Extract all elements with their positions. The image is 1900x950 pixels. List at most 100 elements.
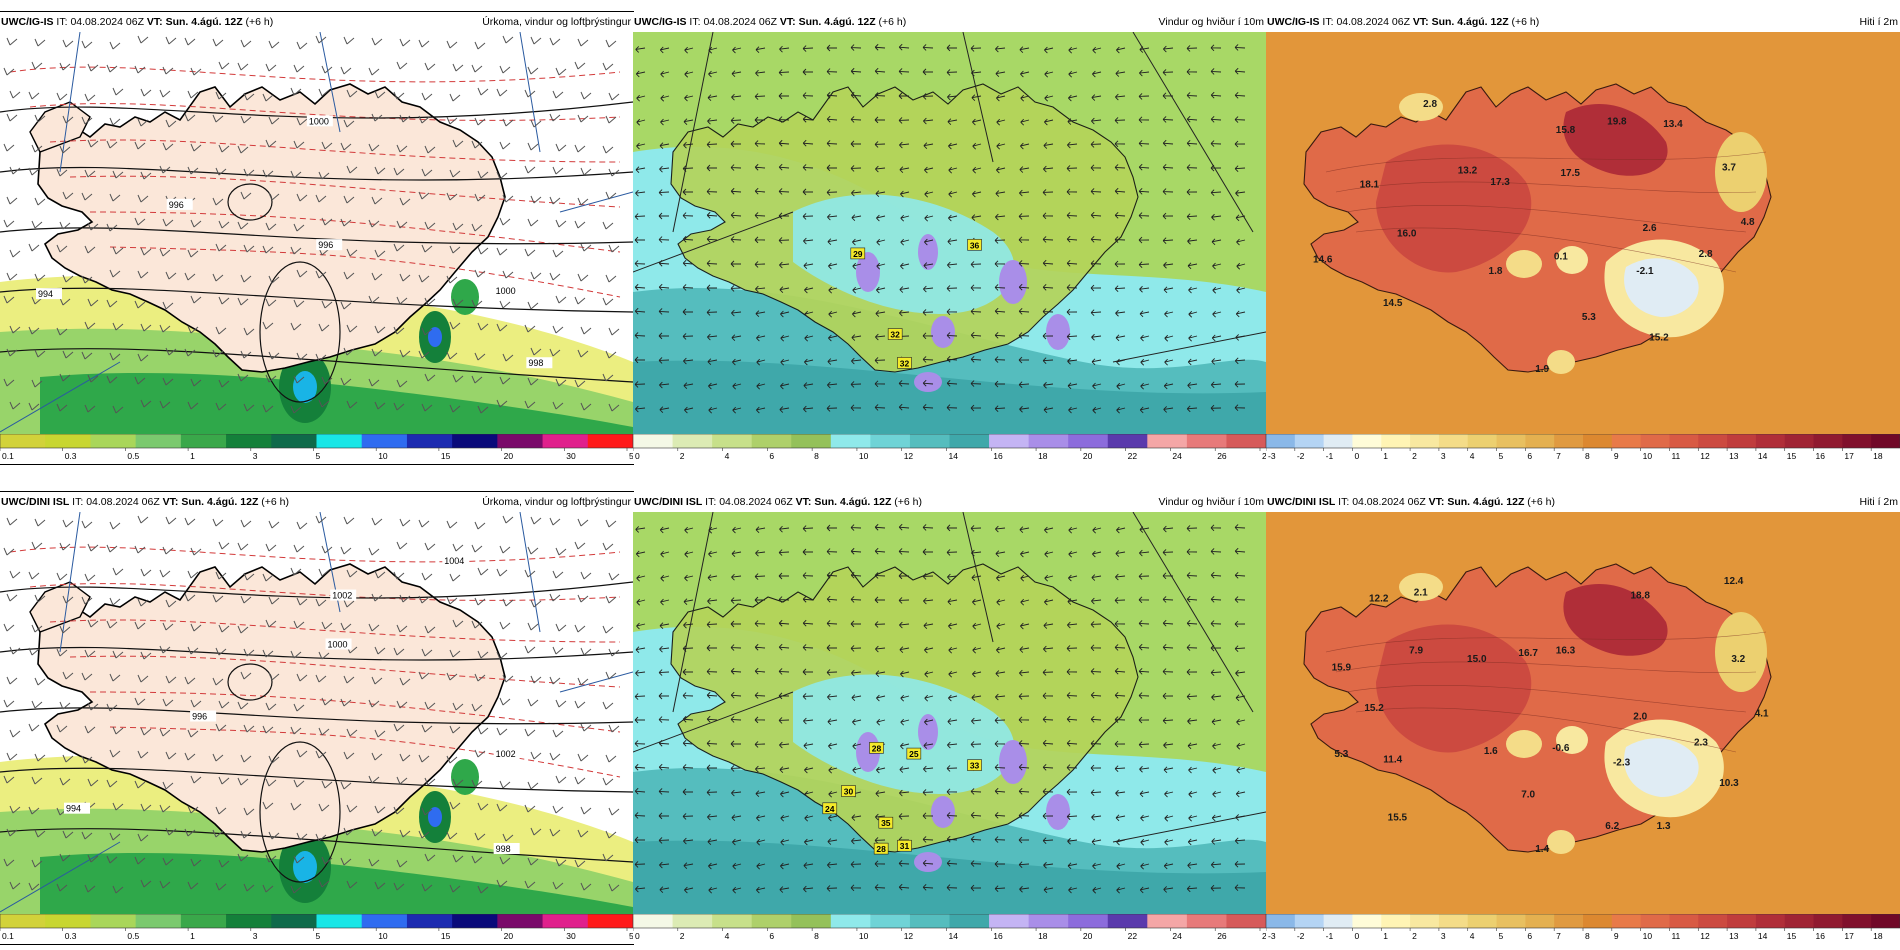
wind-arrow: [828, 766, 838, 774]
wind-arrow: [802, 644, 814, 651]
wind-barb: [81, 40, 93, 49]
wind-arrow: [779, 525, 790, 533]
wind-arrow: [730, 117, 742, 124]
wind-arrow: [779, 766, 790, 773]
wind-arrow: [970, 45, 982, 52]
wind-barb: [162, 142, 174, 151]
wind-barb: [187, 325, 199, 334]
wind-arrow: [1115, 70, 1126, 77]
wind-barb: [62, 671, 74, 680]
wind-barb: [237, 625, 249, 634]
temp-value-label: 19.8: [1607, 116, 1627, 127]
wind-arrow: [826, 595, 838, 603]
wind-arrow: [1211, 718, 1222, 726]
wind-arrow: [1066, 212, 1078, 219]
legend-color-7: [909, 434, 950, 448]
legend-tick-label: 3: [253, 931, 258, 941]
wind-barb: [477, 802, 489, 811]
wind-arrow: [1234, 116, 1246, 123]
wind-barb: [81, 672, 93, 681]
legend-color-4: [1381, 914, 1411, 928]
wind-arrow: [660, 598, 670, 606]
wind-arrow: [1091, 838, 1102, 846]
wind-arrow: [996, 646, 1006, 654]
wind-arrow: [658, 763, 670, 771]
wind-barb: [318, 88, 330, 97]
wind-arrow: [635, 550, 646, 558]
legend-color-13: [1640, 914, 1670, 928]
temp-panel-row1[interactable]: UWC/IG-IS IT: 04.08.2024 06Z VT: Sun. 4.…: [1266, 12, 1900, 464]
wind-arrow: [754, 643, 766, 651]
legend-frame: [0, 434, 633, 449]
gust-zone: [856, 252, 880, 292]
wind-barb: [555, 67, 567, 76]
temp-map[interactable]: 12.22.1 18.812.415.97.915.016.7 16.33.215.…: [1266, 512, 1900, 916]
wind-panel-row2[interactable]: UWC/DINI ISL IT: 04.08.2024 06Z VT: Sun.…: [633, 492, 1266, 944]
wind-barb: [140, 399, 152, 408]
wind-barb: [265, 139, 277, 148]
wind-arrow: [875, 670, 886, 677]
wind-arrow: [827, 381, 838, 389]
wind-barb: [62, 115, 74, 124]
wind-arrow: [1018, 260, 1030, 267]
wind-barb: [165, 827, 177, 836]
wind-arrow: [826, 524, 838, 532]
wind-arrow: [1234, 524, 1246, 531]
wind-barb: [262, 573, 274, 582]
wind-arrow: [874, 404, 886, 411]
wind-barb: [474, 749, 486, 758]
wind-arrow: [1138, 261, 1150, 268]
legend-color-15: [1698, 914, 1728, 928]
wind-arrow: [1090, 141, 1102, 148]
wind-arrow: [634, 763, 646, 771]
legend-color-6: [271, 434, 317, 448]
graticule-line: [319, 32, 341, 133]
wind-barb: [340, 857, 352, 866]
wind-arrow: [802, 693, 814, 700]
wind-arrow: [850, 884, 862, 892]
wind-barb: [471, 140, 483, 149]
wind-barb: [240, 39, 252, 48]
wind-arrow: [1114, 644, 1126, 651]
legend-color-10: [1028, 914, 1069, 928]
wind-barb: [84, 245, 96, 254]
wind-barb: [184, 37, 196, 46]
wind-arrow: [1116, 382, 1126, 390]
wind-barb: [218, 541, 230, 550]
wind-arrow: [1090, 740, 1102, 747]
legend-color-12: [542, 914, 589, 928]
wind-barb: [137, 598, 149, 607]
wind-barb: [552, 805, 564, 814]
wind-arrow: [1019, 526, 1030, 533]
wind-panel-row1[interactable]: UWC/IG-IS IT: 04.08.2024 06Z VT: Sun. 4.…: [633, 12, 1266, 464]
precip-panel-row1[interactable]: UWC/IG-IS IT: 04.08.2024 06Z VT: Sun. 4.…: [0, 11, 634, 465]
wind-barb: [59, 62, 71, 71]
wind-barb: [84, 404, 96, 413]
wind-arrow: [1042, 332, 1054, 340]
wind-barb: [293, 620, 305, 629]
wind-arrow: [1042, 692, 1054, 700]
wind-arrow: [1163, 525, 1174, 533]
wind-arrow: [1020, 118, 1030, 126]
wind-arrow: [828, 814, 838, 822]
wind-arrow: [996, 118, 1006, 126]
legend-tick-label: 30: [566, 931, 576, 941]
wind-arrow: [1234, 596, 1246, 603]
wind-arrow: [970, 355, 982, 363]
legend-color-21: [1871, 914, 1900, 928]
model-name: UWC/DINI ISL: [1, 496, 70, 508]
precip-panel-row2[interactable]: UWC/DINI ISL IT: 04.08.2024 06Z VT: Sun.…: [0, 491, 634, 945]
legend-color-14: [1669, 914, 1699, 928]
wind-arrow: [923, 285, 934, 293]
temp-panel-row2[interactable]: UWC/DINI ISL IT: 04.08.2024 06Z VT: Sun.…: [1266, 492, 1900, 944]
wind-barb: [268, 275, 280, 284]
wind-barb: [396, 296, 408, 305]
temp-map[interactable]: 2.813.218.115.817.319.8 13.417.53.716.014…: [1266, 32, 1900, 436]
wind-barb: [393, 167, 405, 176]
wind-arrow: [1138, 140, 1150, 147]
legend-color-16: [1727, 914, 1757, 928]
